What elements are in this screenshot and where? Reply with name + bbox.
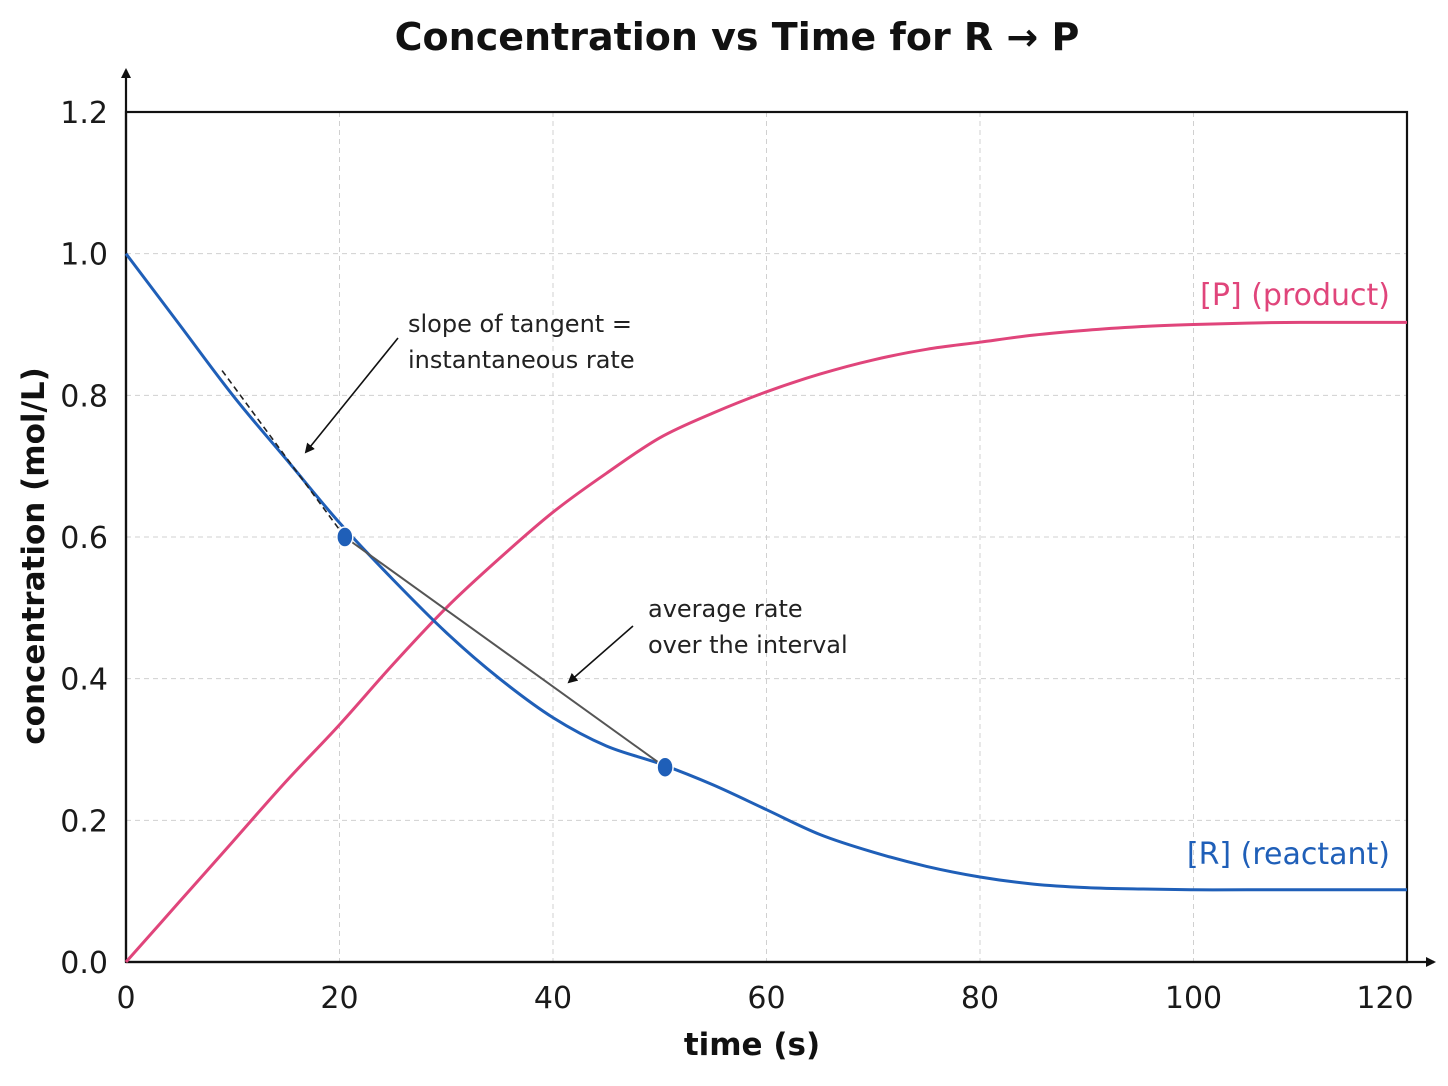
y-tick-label: 0.4 [60, 663, 108, 698]
y-tick-label: 0.6 [60, 521, 108, 556]
x-tick-label: 20 [320, 981, 358, 1016]
x-tick-label: 100 [1165, 981, 1222, 1016]
grid-lines [126, 112, 1407, 962]
y-tick-label: 0.8 [60, 379, 108, 414]
annotation-average-line1: average rate [648, 595, 803, 623]
tangent-line [221, 370, 346, 538]
annotation-tangent-line1: slope of tangent = [408, 310, 632, 338]
annotation-tangent-line2: instantaneous rate [408, 346, 635, 374]
annotation-average-arrow [567, 625, 634, 684]
series-label-reactant: [R] (reactant) [1187, 837, 1390, 872]
series-label-product: [P] (product) [1200, 278, 1390, 313]
y-tick-label: 0.0 [60, 946, 108, 981]
x-tick-label: 40 [534, 981, 572, 1016]
plot-frame [124, 110, 1409, 964]
series-line-product [124, 320, 1408, 963]
x-axis-label: time (s) [684, 1027, 820, 1063]
y-tick-label: 1.0 [60, 238, 108, 273]
y-tick-label: 0.2 [60, 804, 108, 839]
data-point-t1 [336, 526, 354, 548]
y-tick-labels: 0.0 0.2 0.4 0.6 0.8 1.0 1.2 [60, 96, 108, 981]
x-tick-label: 80 [961, 981, 999, 1016]
y-axis-label: concentration (mol/L) [16, 367, 52, 744]
x-tick-label: 60 [747, 981, 785, 1016]
annotation-tangent-arrow [304, 337, 399, 454]
y-tick-label: 1.2 [60, 96, 108, 131]
data-point-t2 [656, 756, 674, 778]
x-tick-label: 120 [1356, 981, 1413, 1016]
secant-line [344, 536, 666, 769]
annotation-average-line2: over the interval [648, 631, 848, 659]
chart-title: Concentration vs Time for R → P [395, 15, 1080, 59]
x-tick-label: 0 [116, 981, 135, 1016]
x-tick-labels: 0 20 40 60 80 100 120 [116, 981, 1413, 1016]
